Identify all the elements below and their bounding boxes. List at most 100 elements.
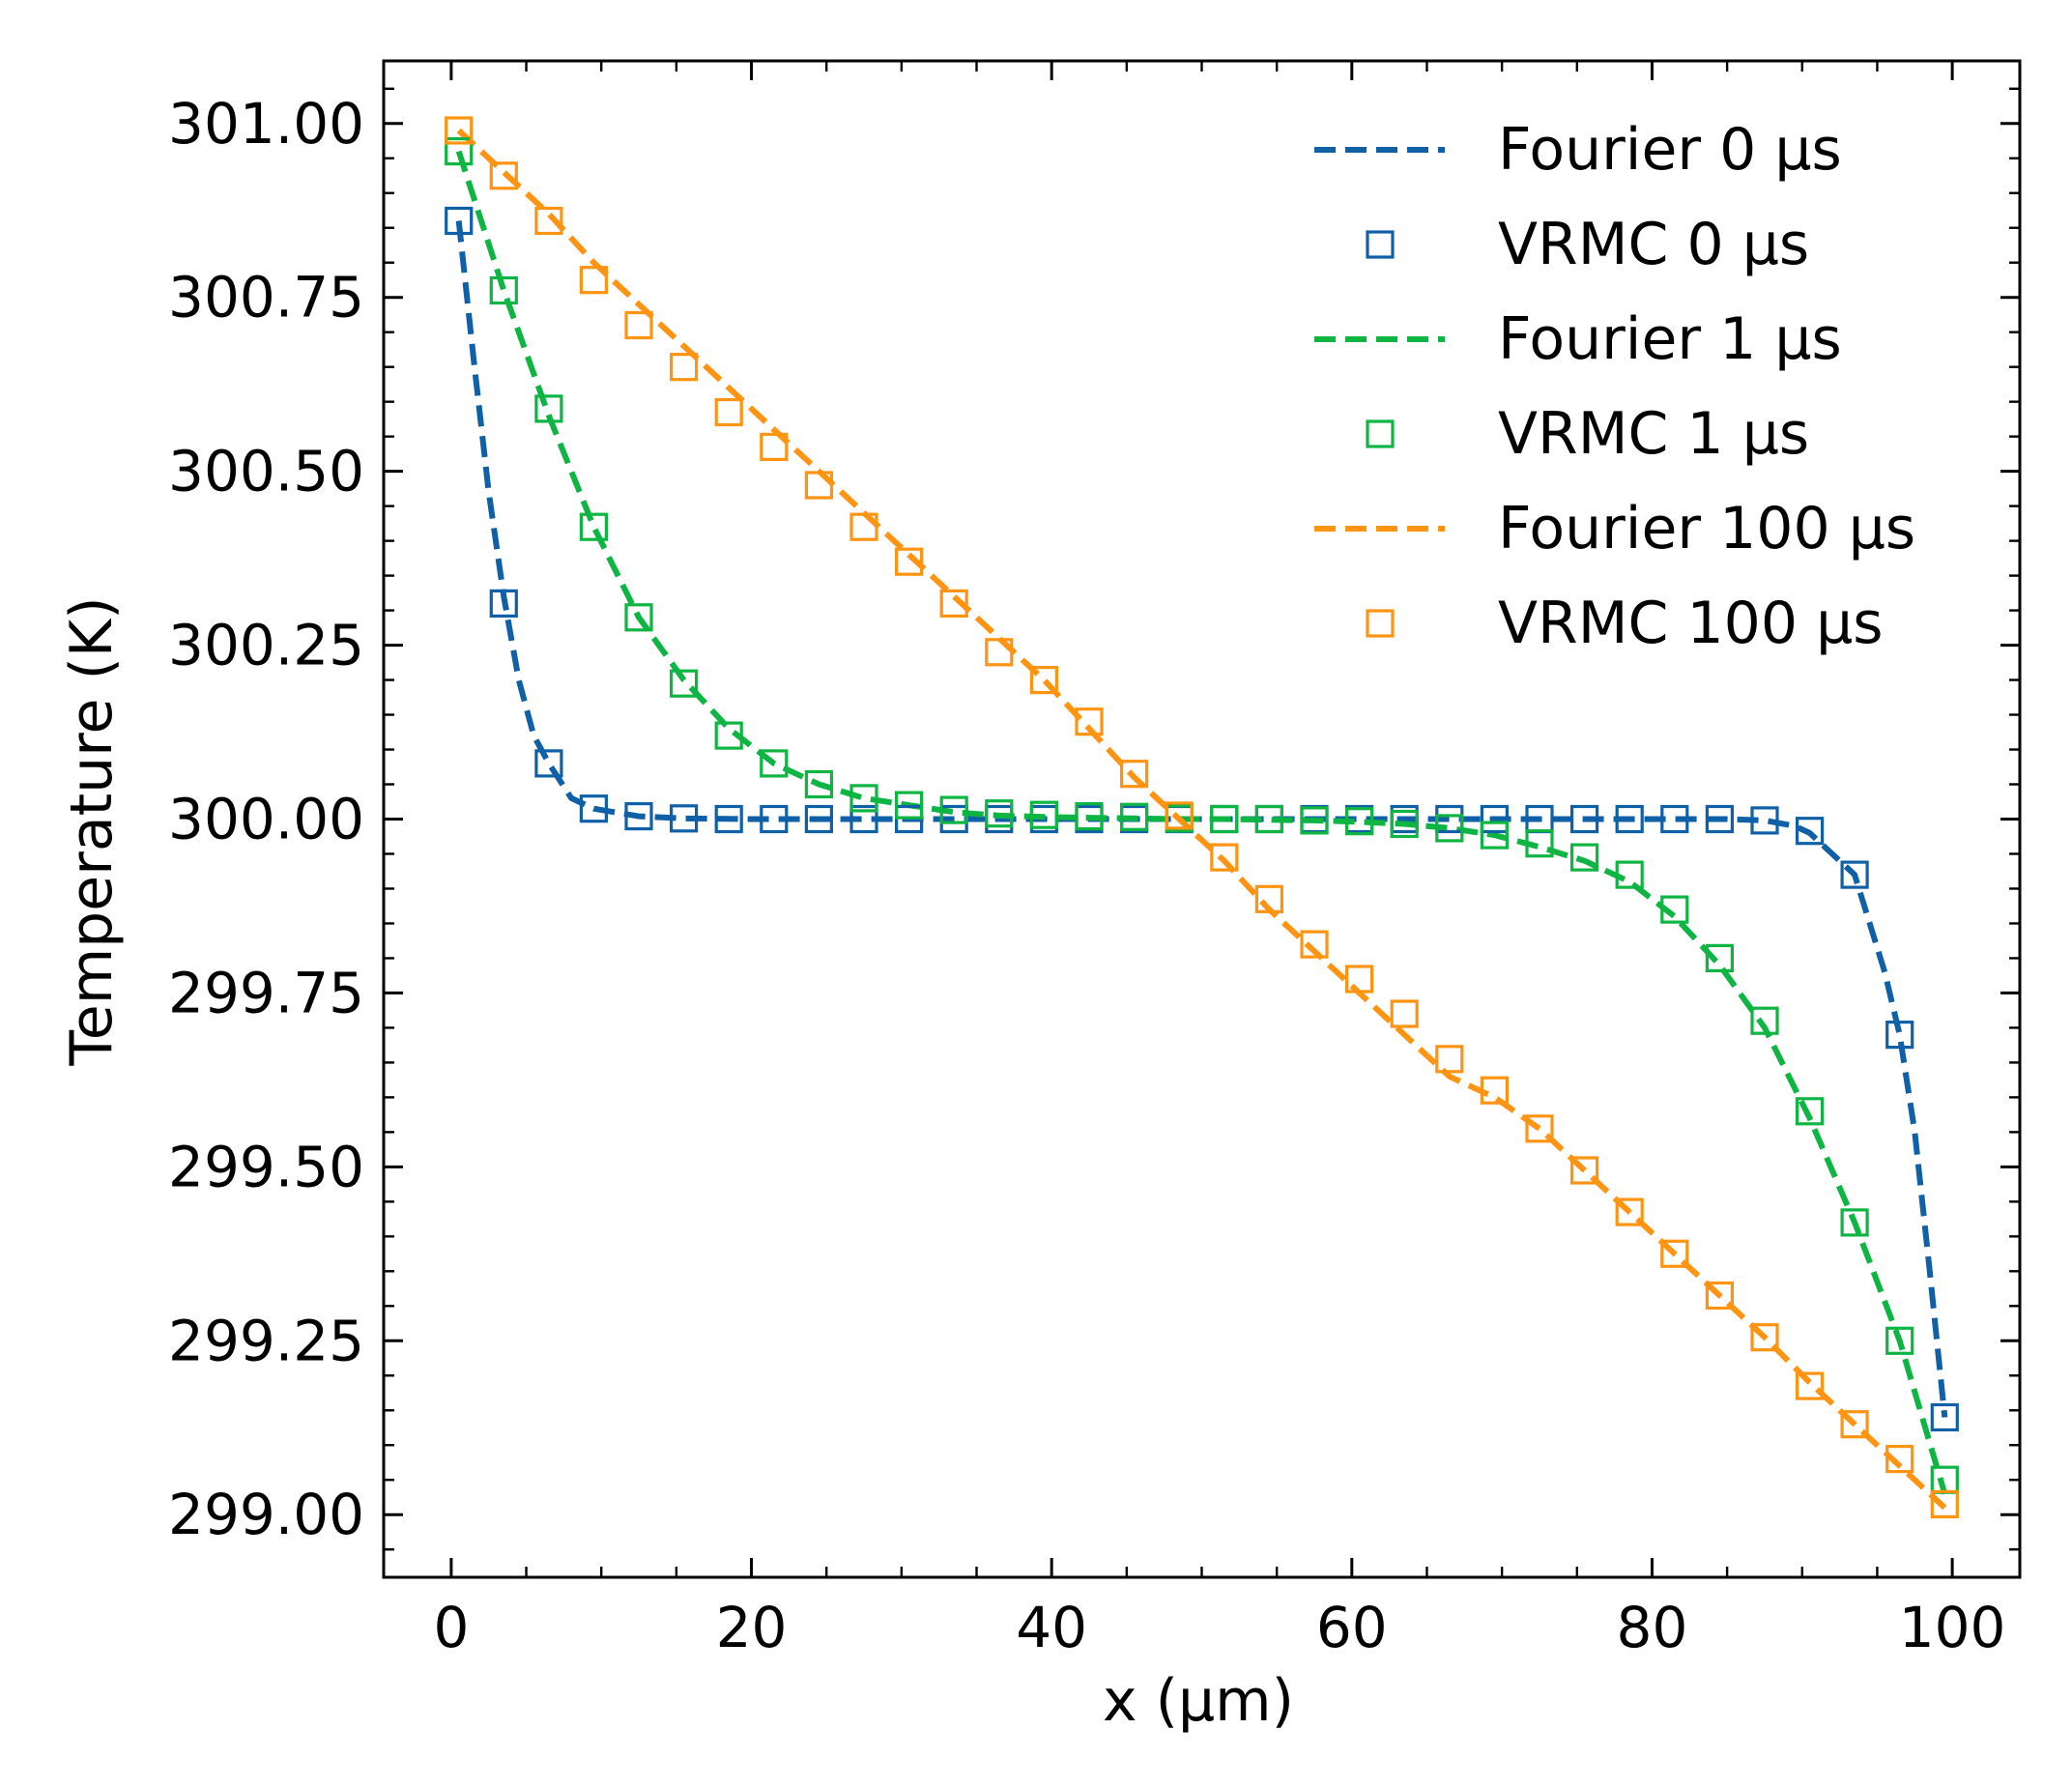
data-point <box>1300 930 1329 959</box>
data-point <box>849 512 878 541</box>
data-point <box>1795 1097 1825 1126</box>
data-point <box>849 784 878 813</box>
data-point <box>1254 804 1284 834</box>
data-point <box>669 669 699 698</box>
data-point <box>1390 809 1419 839</box>
data-point <box>760 432 789 461</box>
data-point <box>1840 1410 1869 1439</box>
data-point <box>1119 760 1149 789</box>
y-tick-label: 299.75 <box>168 960 364 1025</box>
data-point <box>579 266 609 295</box>
data-point <box>1569 1156 1599 1185</box>
data-point <box>1930 1489 1959 1519</box>
data-point <box>1705 804 1735 834</box>
data-point <box>714 804 743 834</box>
data-point <box>804 804 834 834</box>
data-point <box>579 512 609 541</box>
data-point <box>1029 800 1059 829</box>
legend-label: VRMC 1 μs <box>1498 400 1809 468</box>
x-tick-label: 100 <box>1899 1595 2006 1660</box>
legend: Fourier 0 μs VRMC 0 μs Fourier 1 μs VRMC 1 … <box>1314 116 1915 657</box>
legend-label: VRMC 100 μs <box>1498 590 1884 657</box>
y-tick-label: 300.25 <box>168 613 364 678</box>
data-point <box>1210 843 1239 872</box>
data-point <box>1750 806 1779 835</box>
data-point <box>1344 965 1374 994</box>
legend-marker-swatch <box>1366 230 1395 259</box>
data-point <box>1885 1326 1914 1355</box>
data-point <box>804 769 834 799</box>
data-point <box>1210 804 1239 834</box>
legend-label: Fourier 100 μs <box>1498 495 1915 562</box>
data-point <box>894 547 924 576</box>
y-tick-label: 299.25 <box>168 1308 364 1373</box>
data-point <box>1840 1208 1869 1237</box>
data-point <box>1615 1197 1644 1226</box>
data-point <box>1660 895 1689 924</box>
data-point <box>1885 1020 1914 1050</box>
data-point <box>1075 801 1104 831</box>
legend-label: Fourier 1 μs <box>1498 305 1842 373</box>
plot-area <box>445 116 1959 1519</box>
data-point <box>445 116 474 145</box>
data-point <box>669 804 699 833</box>
y-tick-label: 300.75 <box>168 265 364 331</box>
data-point <box>624 801 653 831</box>
y-axis-label: Temperature (K) <box>58 596 126 1066</box>
axes: 0 20 40 60 80 100 299.00 299.25 299.50 299.75 300.… <box>168 59 2022 1660</box>
y-tick-label: 300.50 <box>168 439 364 504</box>
data-point <box>1480 804 1510 834</box>
data-point <box>939 795 968 824</box>
data-point <box>579 794 609 823</box>
data-point <box>1300 806 1329 835</box>
data-point <box>1480 821 1510 850</box>
data-point <box>669 353 699 382</box>
data-point <box>445 137 474 166</box>
data-point <box>939 589 968 619</box>
x-tick-label: 80 <box>1617 1595 1688 1660</box>
data-point <box>714 397 743 427</box>
data-point <box>849 804 878 834</box>
x-tick-label: 60 <box>1316 1595 1388 1660</box>
data-point <box>624 310 653 340</box>
data-point <box>624 603 653 632</box>
data-point <box>534 749 563 778</box>
data-point <box>1165 801 1194 830</box>
data-point <box>489 161 518 190</box>
y-tick-label: 300.00 <box>168 787 364 852</box>
x-tick-label: 40 <box>1016 1595 1087 1660</box>
legend-marker-swatch <box>1366 419 1395 448</box>
legend-label: VRMC 0 μs <box>1498 211 1809 278</box>
data-point <box>1435 1045 1464 1074</box>
data-point <box>1660 1239 1689 1268</box>
data-point <box>1795 1371 1825 1400</box>
data-point <box>1750 1323 1779 1352</box>
data-point <box>1705 943 1735 973</box>
data-point <box>1569 804 1599 834</box>
data-point <box>1075 707 1104 736</box>
data-point <box>985 638 1014 667</box>
data-point <box>760 804 789 834</box>
y-tick-label: 299.50 <box>168 1134 364 1199</box>
data-point <box>1930 1402 1959 1432</box>
data-point <box>714 721 743 750</box>
data-point <box>1615 804 1644 834</box>
data-point <box>1435 814 1464 843</box>
data-point <box>894 791 924 820</box>
data-point <box>760 749 789 778</box>
x-tick-label: 20 <box>716 1595 788 1660</box>
data-point <box>1885 1444 1914 1474</box>
x-axis-label: x (μm) <box>1103 1667 1294 1735</box>
data-point <box>489 589 518 619</box>
data-point <box>1615 860 1644 889</box>
x-tick-label: 0 <box>433 1595 469 1660</box>
y-tick-label: 301.00 <box>168 91 364 157</box>
y-tick-label: 299.00 <box>168 1482 364 1547</box>
data-point <box>1525 829 1554 858</box>
data-point <box>1795 817 1825 846</box>
data-point <box>445 206 474 236</box>
data-point <box>1569 843 1599 872</box>
data-point <box>1525 1114 1554 1143</box>
data-point <box>1344 807 1374 836</box>
